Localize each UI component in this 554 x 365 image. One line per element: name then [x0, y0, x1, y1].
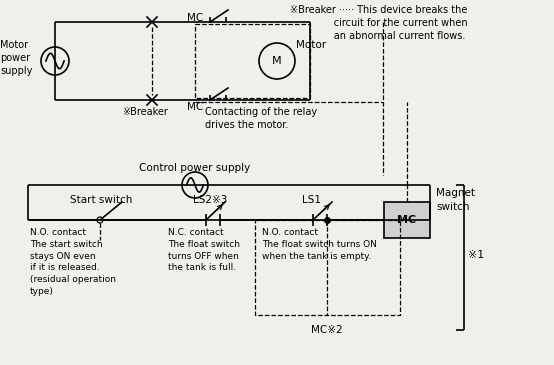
Text: LS1: LS1 — [302, 195, 321, 205]
Text: Magnet
switch: Magnet switch — [436, 188, 475, 212]
Text: ※1: ※1 — [468, 250, 484, 260]
Text: Motor
power
supply: Motor power supply — [0, 40, 32, 76]
Text: M: M — [272, 56, 282, 66]
Text: N.O. contact
The float switch turns ON
when the tank is empty.: N.O. contact The float switch turns ON w… — [262, 228, 377, 261]
Text: Contacting of the relay
drives the motor.: Contacting of the relay drives the motor… — [205, 107, 317, 130]
Text: MC: MC — [187, 13, 203, 23]
Bar — [255, 220, 400, 315]
Text: MC※2: MC※2 — [311, 325, 343, 335]
Text: ※Breaker ····· This device breaks the
              circuit for the current when: ※Breaker ····· This device breaks the ci… — [290, 5, 468, 41]
Bar — [384, 202, 430, 238]
Text: LS2※3: LS2※3 — [193, 195, 227, 205]
Circle shape — [259, 43, 295, 79]
Text: Control power supply: Control power supply — [140, 163, 250, 173]
Bar — [195, 24, 310, 98]
Circle shape — [97, 217, 103, 223]
Text: N.C. contact
The float switch
turns OFF when
the tank is full.: N.C. contact The float switch turns OFF … — [168, 228, 240, 272]
Text: MC: MC — [187, 102, 203, 112]
Text: Motor: Motor — [296, 40, 326, 50]
Text: N.O. contact
The start switch
stays ON even
if it is released.
(residual operati: N.O. contact The start switch stays ON e… — [30, 228, 116, 296]
Circle shape — [182, 172, 208, 198]
Text: ※Breaker: ※Breaker — [122, 107, 168, 117]
Circle shape — [41, 47, 69, 75]
Text: MC: MC — [397, 215, 417, 225]
Text: Start switch: Start switch — [70, 195, 132, 205]
